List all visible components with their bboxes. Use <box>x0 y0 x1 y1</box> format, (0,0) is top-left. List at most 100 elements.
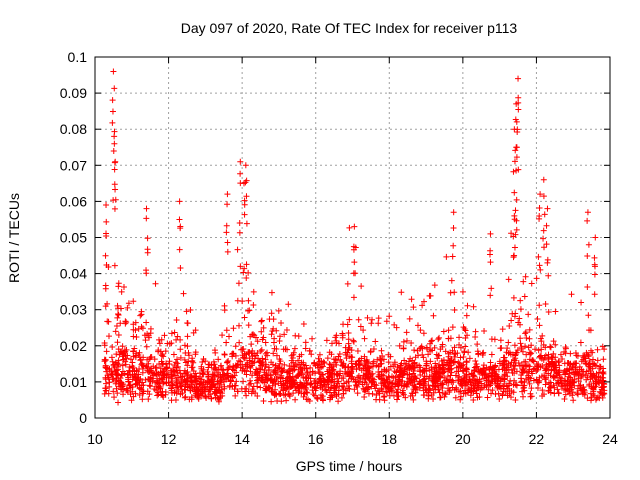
data-point <box>143 270 150 277</box>
data-point <box>383 318 390 325</box>
data-point <box>157 388 164 395</box>
data-point <box>126 367 133 374</box>
data-point <box>430 312 437 319</box>
data-point <box>400 382 407 389</box>
data-point <box>280 380 287 387</box>
data-point <box>338 359 345 366</box>
data-point <box>292 396 299 403</box>
data-point <box>456 334 463 341</box>
data-point <box>388 384 395 391</box>
data-point <box>190 359 197 366</box>
data-point <box>241 265 248 272</box>
data-point <box>181 367 188 374</box>
data-point <box>240 378 247 385</box>
data-point <box>254 371 261 378</box>
data-point <box>591 271 598 278</box>
data-point <box>437 394 444 401</box>
data-point <box>462 327 469 334</box>
data-point <box>138 323 145 330</box>
data-point <box>318 358 325 365</box>
data-point <box>181 381 188 388</box>
data-point <box>360 385 367 392</box>
data-point <box>513 154 520 161</box>
data-point <box>472 334 479 341</box>
data-point <box>431 365 438 372</box>
data-point <box>350 246 357 253</box>
data-point <box>111 205 118 212</box>
data-point <box>552 354 559 361</box>
data-point <box>176 380 183 387</box>
data-point <box>420 354 427 361</box>
data-point <box>146 382 153 389</box>
data-point <box>419 302 426 309</box>
data-point <box>410 304 417 311</box>
data-point <box>413 375 420 382</box>
data-point <box>284 374 291 381</box>
data-point <box>303 365 310 372</box>
data-point <box>369 316 375 323</box>
data-point <box>482 370 489 377</box>
data-point <box>102 252 109 259</box>
data-point <box>177 370 184 377</box>
data-point <box>451 306 458 313</box>
data-point <box>542 365 549 372</box>
data-point <box>271 345 278 352</box>
data-point <box>426 385 433 392</box>
data-point <box>323 389 330 396</box>
data-point <box>395 382 402 389</box>
data-point <box>126 382 133 389</box>
data-point <box>379 376 386 383</box>
data-point <box>103 202 110 209</box>
data-point <box>123 355 130 362</box>
data-point <box>486 251 493 258</box>
data-point <box>463 358 470 365</box>
data-point <box>528 350 535 357</box>
data-point <box>416 345 423 352</box>
data-point <box>113 367 120 374</box>
data-point <box>593 378 600 385</box>
data-point <box>229 374 236 381</box>
data-point <box>368 378 375 385</box>
data-point <box>426 292 433 299</box>
data-point <box>543 222 550 229</box>
data-point <box>163 374 170 381</box>
data-point <box>365 383 372 390</box>
data-point <box>111 140 118 147</box>
data-point <box>391 368 398 375</box>
data-point <box>497 337 504 344</box>
data-point <box>497 345 504 352</box>
data-point <box>304 370 311 377</box>
data-point <box>133 380 140 387</box>
data-point <box>233 378 240 385</box>
data-point <box>265 366 272 373</box>
data-point <box>436 334 443 341</box>
data-point <box>530 358 537 365</box>
data-point <box>134 377 141 384</box>
data-point <box>540 391 547 398</box>
data-point <box>247 368 254 375</box>
data-point <box>243 392 250 399</box>
data-point <box>542 301 549 308</box>
data-point <box>368 320 375 327</box>
data-point <box>102 376 109 383</box>
data-point <box>508 317 515 324</box>
data-point <box>567 350 574 357</box>
data-point <box>578 299 585 306</box>
data-point <box>324 355 331 362</box>
data-point <box>137 312 144 319</box>
data-point <box>343 355 350 362</box>
data-point <box>311 392 318 399</box>
data-point <box>240 354 247 361</box>
data-point <box>163 360 170 367</box>
data-point <box>517 340 524 347</box>
data-point <box>532 346 539 353</box>
data-point <box>463 371 470 378</box>
data-point <box>319 396 326 403</box>
data-point <box>584 217 591 224</box>
data-point <box>460 390 467 397</box>
data-point <box>484 394 491 401</box>
data-point <box>232 363 239 370</box>
data-point <box>506 323 513 330</box>
data-point <box>115 332 122 339</box>
data-point <box>577 382 584 389</box>
